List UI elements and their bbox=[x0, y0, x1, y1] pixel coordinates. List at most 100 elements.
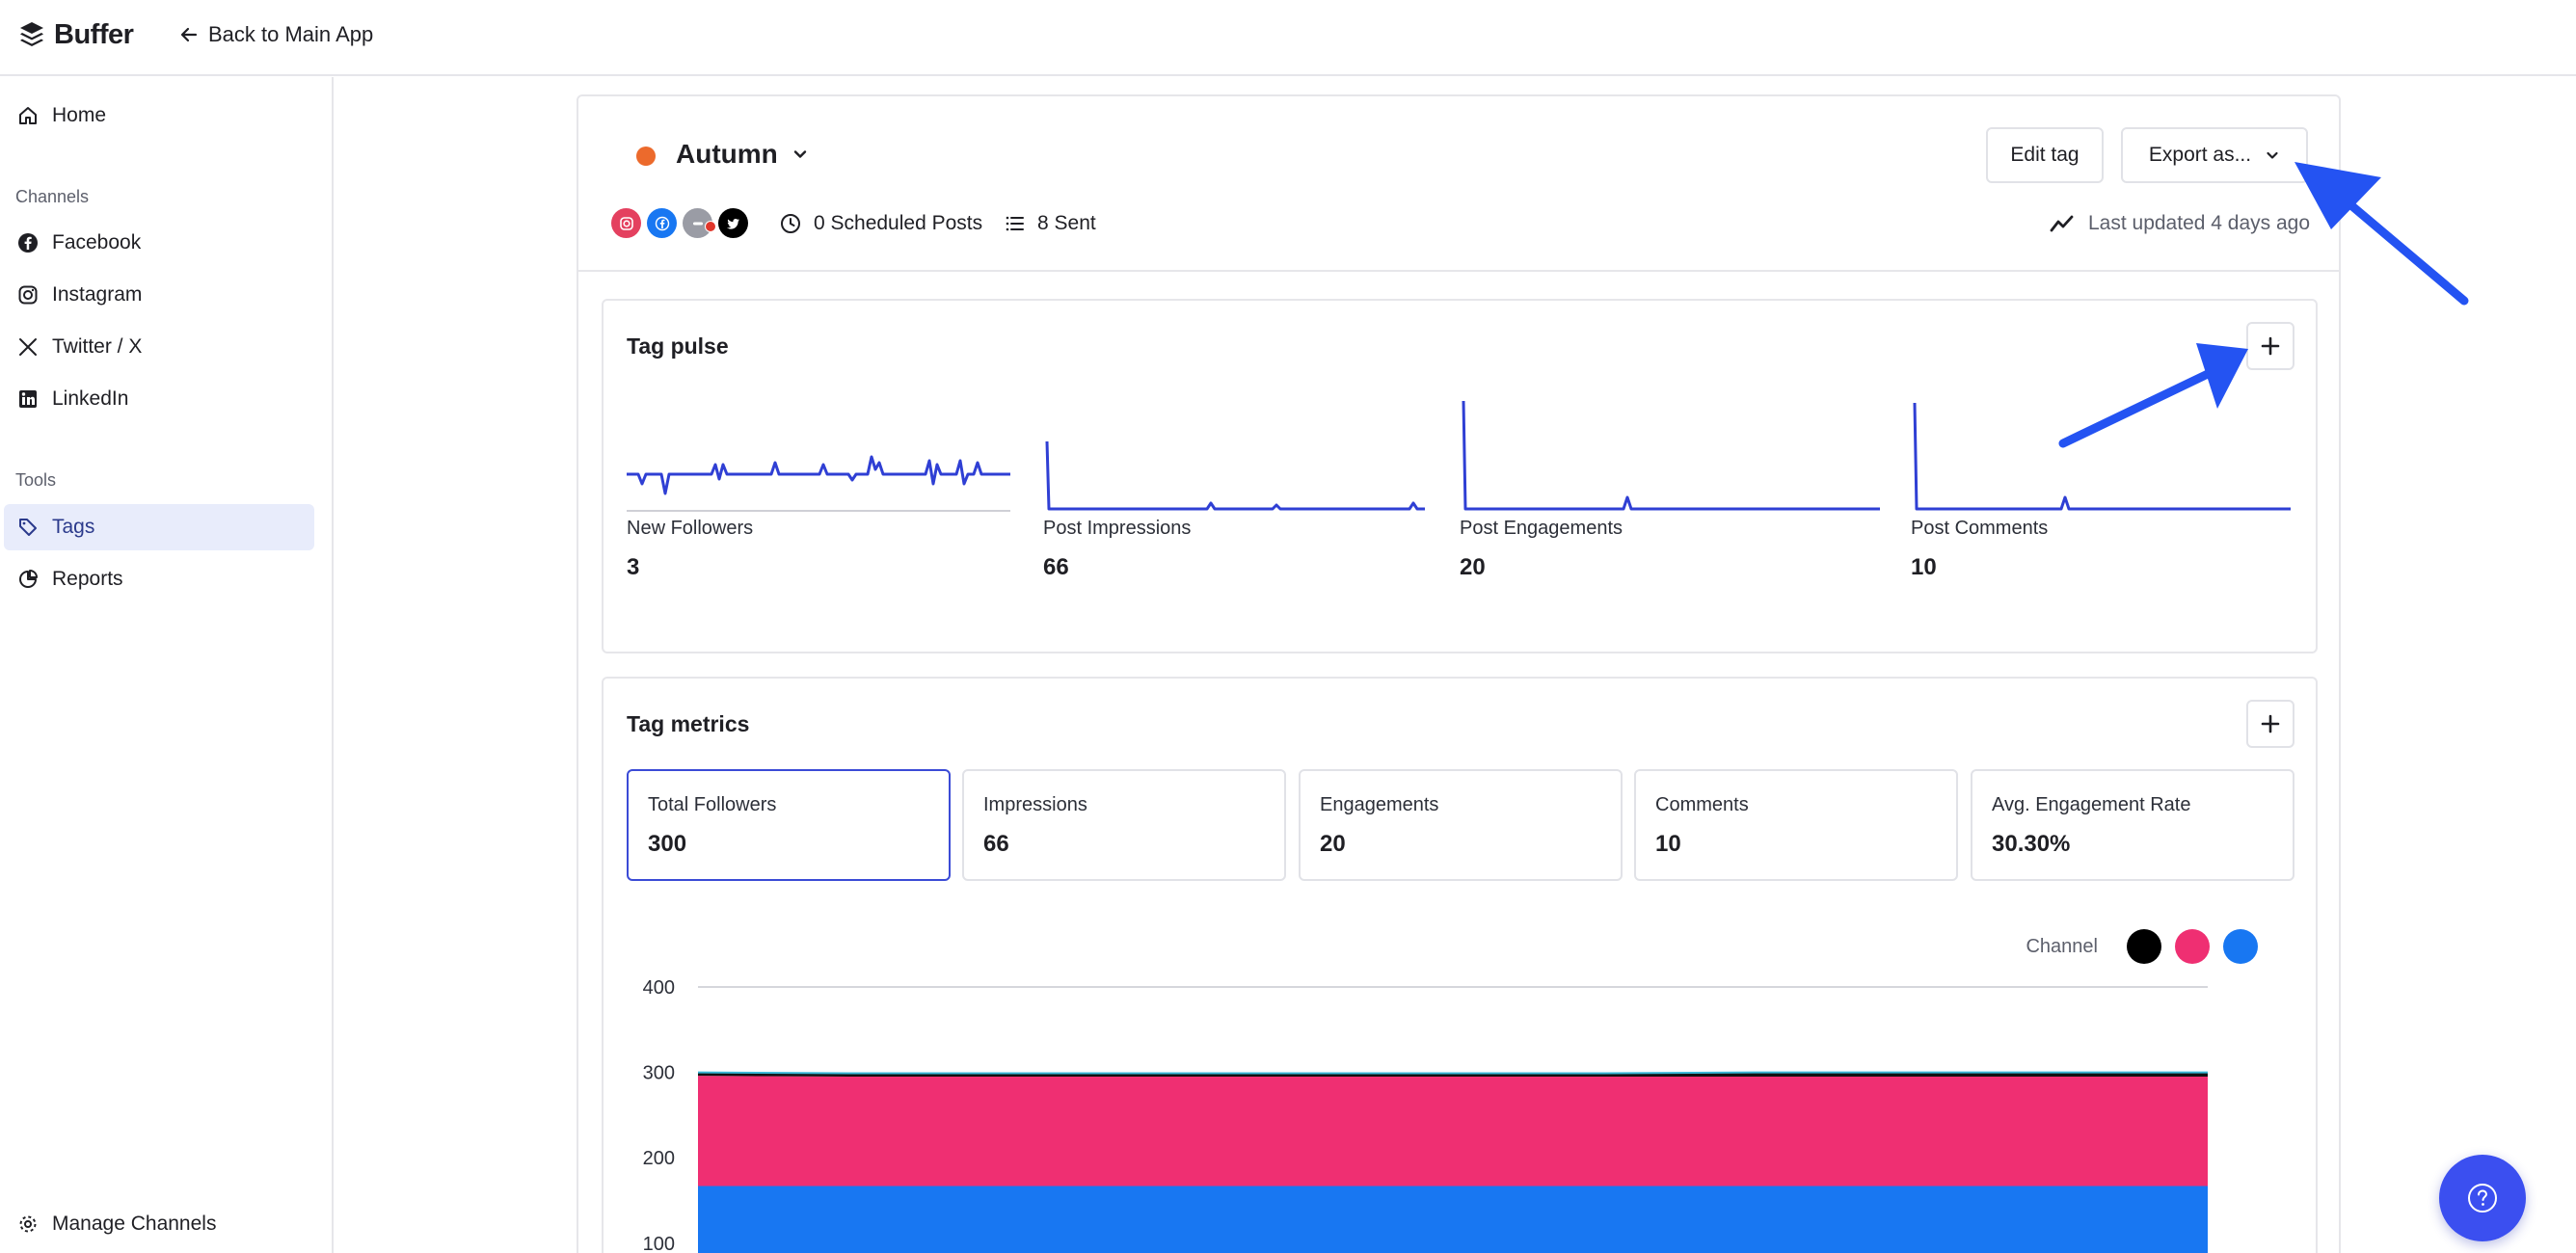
sidebar-item-home[interactable]: Home bbox=[4, 93, 314, 139]
area-top-outline bbox=[697, 1071, 2208, 1075]
sidebar-item-label: Twitter / X bbox=[52, 335, 143, 358]
sidebar-item-label: Facebook bbox=[52, 231, 142, 253]
add-pulse-metric-button[interactable] bbox=[2246, 322, 2294, 370]
tag-color-dot bbox=[636, 147, 656, 166]
plus-icon bbox=[2261, 336, 2280, 356]
list-icon bbox=[1006, 216, 1024, 231]
metric-label: Avg. Engagement Rate bbox=[1992, 794, 2191, 815]
logo-text: Buffer bbox=[54, 18, 134, 50]
area-series-1 bbox=[698, 1076, 2208, 1186]
metric-engagements[interactable]: Engagements 20 bbox=[1299, 769, 1623, 881]
pulse-post-impressions: Post Impressions 66 bbox=[1043, 397, 1429, 590]
y-tick-label: 400 bbox=[643, 977, 675, 999]
metric-label: Total Followers bbox=[648, 794, 777, 815]
sidebar-item-manage-channels[interactable]: Manage Channels bbox=[4, 1201, 314, 1247]
metric-avg-engagement-rate[interactable]: Avg. Engagement Rate 30.30% bbox=[1971, 769, 2294, 881]
tag-detail-card: Autumn 0 Scheduled Posts 8 Sent bbox=[577, 94, 2341, 1253]
add-metric-button[interactable] bbox=[2246, 700, 2294, 748]
legend-dot-instagram[interactable] bbox=[2175, 929, 2210, 964]
pulse-new-followers: New Followers 3 bbox=[627, 397, 1012, 590]
sidebar-item-label: Instagram bbox=[52, 283, 143, 306]
pulse-label: Post Impressions bbox=[1043, 518, 1192, 539]
metric-total-followers[interactable]: Total Followers 300 bbox=[627, 769, 951, 881]
tag-pulse-title: Tag pulse bbox=[627, 333, 729, 359]
metric-value: 66 bbox=[983, 831, 1009, 857]
edit-tag-label: Edit tag bbox=[2010, 144, 2080, 166]
sparkline bbox=[1462, 400, 1880, 511]
metric-impressions[interactable]: Impressions 66 bbox=[962, 769, 1286, 881]
metric-value: 300 bbox=[648, 831, 687, 857]
instagram-icon bbox=[17, 284, 39, 306]
edit-tag-button[interactable]: Edit tag bbox=[1986, 127, 2104, 183]
instagram-icon bbox=[611, 208, 641, 238]
x-logo-icon bbox=[17, 336, 39, 358]
gear-icon bbox=[17, 1213, 39, 1235]
sent-posts-label: 8 Sent bbox=[1037, 212, 1096, 234]
pulse-value: 66 bbox=[1043, 554, 1069, 580]
legend-dot-twitter[interactable] bbox=[2127, 929, 2161, 964]
metric-comments[interactable]: Comments 10 bbox=[1634, 769, 1958, 881]
metric-label: Comments bbox=[1655, 794, 1749, 815]
pulse-label: Post Engagements bbox=[1460, 518, 1623, 539]
back-to-main-app-link[interactable]: Back to Main App bbox=[179, 19, 373, 50]
tag-metrics-card: Tag metrics Total Followers 300 Impressi… bbox=[602, 677, 2318, 1253]
sidebar-item-reports[interactable]: Reports bbox=[4, 556, 314, 602]
y-tick-label: 200 bbox=[643, 1148, 675, 1169]
sidebar-item-label: Tags bbox=[52, 516, 95, 538]
twitter-bird-icon bbox=[718, 208, 748, 238]
y-tick-label: 100 bbox=[643, 1234, 675, 1253]
help-button[interactable] bbox=[2439, 1155, 2526, 1241]
sparkline bbox=[1913, 402, 2291, 511]
scheduled-posts-label: 0 Scheduled Posts bbox=[814, 212, 983, 234]
metric-value: 10 bbox=[1655, 831, 1681, 857]
chevron-down-icon bbox=[2267, 151, 2278, 159]
back-link-label: Back to Main App bbox=[208, 22, 374, 46]
chevron-down-icon bbox=[793, 150, 806, 158]
followers-area-chart: 400 300 200 100 bbox=[643, 977, 2208, 1253]
tag-icon bbox=[17, 517, 39, 538]
area-series-0 bbox=[698, 1186, 2208, 1253]
metric-value: 30.30% bbox=[1992, 831, 2071, 857]
pulse-value: 10 bbox=[1911, 554, 1937, 580]
facebook-icon bbox=[17, 232, 39, 253]
pulse-value: 20 bbox=[1460, 554, 1486, 580]
tag-name: Autumn bbox=[676, 139, 778, 169]
buffer-logo[interactable]: Buffer bbox=[19, 17, 134, 52]
pulse-value: 3 bbox=[627, 554, 640, 580]
sparkline bbox=[1045, 440, 1425, 511]
metric-label: Engagements bbox=[1320, 794, 1439, 815]
channel-legend: Channel bbox=[2026, 929, 2258, 964]
pulse-post-engagements: Post Engagements 20 bbox=[1460, 397, 1880, 590]
y-tick-label: 300 bbox=[643, 1063, 675, 1084]
sparkline bbox=[627, 455, 1010, 512]
channels-heading: Channels bbox=[15, 187, 90, 206]
metric-label: Impressions bbox=[983, 794, 1087, 815]
pulse-label: Post Comments bbox=[1911, 518, 2049, 539]
arrow-left-icon bbox=[180, 27, 198, 42]
pulse-post-comments: Post Comments 10 bbox=[1911, 397, 2296, 590]
sidebar-item-linkedin[interactable]: LinkedIn bbox=[4, 376, 314, 422]
sidebar-item-twitter[interactable]: Twitter / X bbox=[4, 324, 314, 370]
facebook-icon bbox=[647, 208, 677, 238]
tools-heading: Tools bbox=[15, 470, 57, 490]
plus-icon bbox=[2261, 714, 2280, 733]
legend-label: Channel bbox=[2026, 935, 2098, 957]
export-as-label: Export as... bbox=[2148, 144, 2252, 166]
last-updated-info: Last updated 4 days ago bbox=[2050, 208, 2310, 239]
clock-icon bbox=[781, 214, 800, 233]
export-as-button[interactable]: Export as... bbox=[2121, 127, 2308, 183]
sidebar-item-instagram[interactable]: Instagram bbox=[4, 272, 314, 318]
sidebar-item-facebook[interactable]: Facebook bbox=[4, 220, 314, 266]
trend-up-icon bbox=[2050, 215, 2074, 232]
top-bar: Buffer Back to Main App bbox=[0, 0, 2576, 76]
home-icon bbox=[17, 105, 39, 126]
tag-channel-icons bbox=[611, 208, 748, 238]
sidebar-item-tags[interactable]: Tags bbox=[4, 504, 314, 550]
last-updated-label: Last updated 4 days ago bbox=[2087, 212, 2310, 234]
tag-selector[interactable]: Autumn bbox=[676, 139, 809, 170]
sidebar-item-label: Manage Channels bbox=[52, 1213, 217, 1235]
pulse-label: New Followers bbox=[627, 518, 754, 539]
tag-metrics-title: Tag metrics bbox=[627, 711, 750, 736]
sidebar-item-label: Home bbox=[52, 104, 107, 126]
legend-dot-facebook[interactable] bbox=[2223, 929, 2258, 964]
